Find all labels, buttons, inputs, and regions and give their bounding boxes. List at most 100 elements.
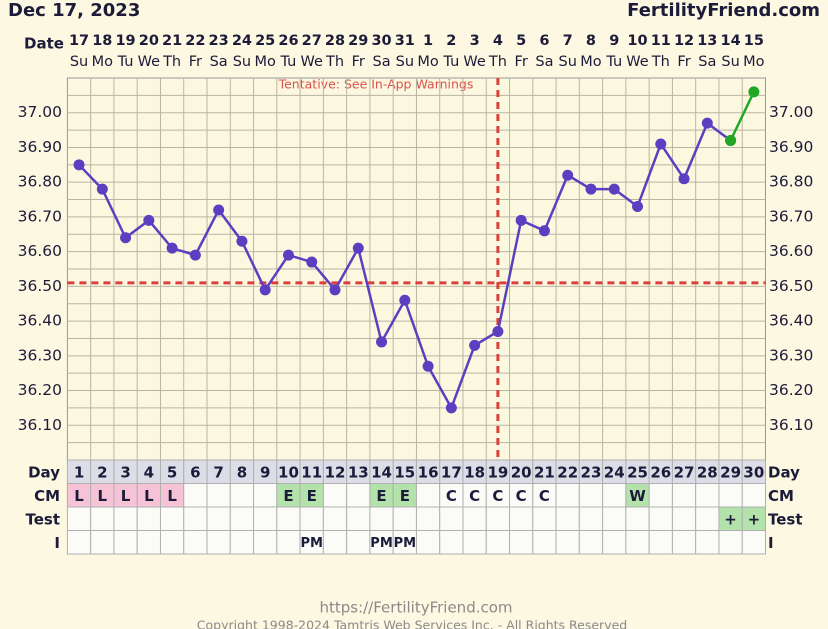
table-cell <box>322 506 348 531</box>
date-label: 8 <box>586 33 596 49</box>
weekday-label: We <box>138 54 160 70</box>
y-tick-label: 36.60 <box>18 242 62 260</box>
cell-text: 4 <box>144 463 154 481</box>
weekday-label: Su <box>396 54 414 70</box>
y2-tick-label: 36.50 <box>769 277 813 295</box>
annotation: Tentative: See In-App Warnings <box>278 77 474 92</box>
date-label: 15 <box>744 33 764 49</box>
row-label: Day <box>28 463 60 481</box>
cell-text: 6 <box>190 463 200 481</box>
weekday-label: Mo <box>743 54 765 70</box>
table-cell <box>229 506 255 531</box>
table-cell <box>206 530 231 555</box>
table-cell <box>578 530 604 555</box>
temperature-point <box>725 135 737 147</box>
y2-tick-label: 37.00 <box>769 103 813 121</box>
table-cell <box>671 483 697 508</box>
date-label: 27 <box>302 33 322 49</box>
cell-text: L <box>98 487 108 505</box>
cell-text: PM <box>394 536 416 551</box>
y2-tick-label: 36.20 <box>769 381 813 399</box>
cell-text: 7 <box>213 463 223 481</box>
table-cell <box>602 506 627 531</box>
temperature-point <box>655 138 667 150</box>
table-cell <box>229 530 255 555</box>
cell-text: 28 <box>697 463 718 481</box>
cell-text: E <box>283 487 293 505</box>
table-cell <box>66 530 92 555</box>
table-cell <box>276 506 301 531</box>
cell-text: 2 <box>97 463 107 481</box>
footer-copyright: Copyright 1998-2024 Tamtris Web Services… <box>197 618 627 629</box>
weekday-label: Fr <box>352 54 365 70</box>
table-cell <box>159 530 185 555</box>
temperature-point <box>213 204 225 216</box>
table-cell <box>183 530 208 555</box>
date-label: 3 <box>470 33 480 49</box>
table-cell <box>253 483 278 508</box>
table-cell <box>90 506 115 531</box>
weekday-label: Fr <box>189 54 202 70</box>
cell-text: 8 <box>237 463 247 481</box>
table-cell <box>66 506 92 531</box>
y-tick-label: 36.90 <box>18 138 62 156</box>
temperature-point <box>422 360 434 372</box>
temperature-point <box>748 86 760 98</box>
header-date: Dec 17, 2023 <box>8 0 140 21</box>
table-cell <box>346 483 371 508</box>
table-cell <box>509 530 534 555</box>
cell-text: L <box>121 487 131 505</box>
cell-text: 13 <box>348 463 369 481</box>
table-cell <box>671 506 697 531</box>
cell-text: 20 <box>511 463 532 481</box>
table-cell <box>555 506 580 531</box>
table-cell <box>206 483 231 508</box>
table-cell <box>578 506 604 531</box>
y-tick-label: 36.80 <box>18 173 62 191</box>
cell-text: 27 <box>674 463 695 481</box>
row-label-right: Day <box>768 463 800 481</box>
cell-text: C <box>492 487 503 505</box>
row-label-right: CM <box>768 487 794 505</box>
weekday-label: Su <box>70 54 88 70</box>
table-cell <box>648 483 673 508</box>
table-cell <box>625 506 650 531</box>
cell-text: 22 <box>557 463 578 481</box>
table-cell <box>253 506 278 531</box>
table-cell <box>276 530 301 555</box>
date-label: 17 <box>69 33 89 49</box>
cell-text: 21 <box>534 463 555 481</box>
cell-text: 19 <box>487 463 508 481</box>
weekday-label: Tu <box>442 54 459 70</box>
weekday-label: Mo <box>580 54 602 70</box>
table-cell <box>183 506 208 531</box>
weekday-label: Sa <box>698 54 716 70</box>
footer-url: https://FertilityFriend.com <box>319 599 512 617</box>
temperature-point <box>143 214 155 226</box>
table-cell <box>90 530 115 555</box>
y-tick-label: 36.40 <box>18 312 62 330</box>
y-tick-label: 37.00 <box>18 103 62 121</box>
table-cell <box>113 530 138 555</box>
table-cell <box>485 530 511 555</box>
date-label: 11 <box>651 33 671 49</box>
table-cell <box>741 530 766 555</box>
cell-text: 16 <box>418 463 439 481</box>
table-cell <box>113 506 138 531</box>
table-cell <box>485 506 511 531</box>
date-label: 28 <box>325 33 345 49</box>
cell-text: L <box>167 487 177 505</box>
date-label: 2 <box>446 33 456 49</box>
cell-text: + <box>724 510 737 528</box>
date-label: 10 <box>627 33 647 49</box>
y-tick-label: 36.50 <box>18 277 62 295</box>
table-cell <box>415 506 441 531</box>
weekday-label: Th <box>325 54 344 70</box>
table-cell <box>159 506 185 531</box>
cell-text: 14 <box>371 463 392 481</box>
date-label: 18 <box>92 33 112 49</box>
row-label: Test <box>25 510 60 528</box>
cell-text: 26 <box>650 463 671 481</box>
table-cell <box>415 483 441 508</box>
